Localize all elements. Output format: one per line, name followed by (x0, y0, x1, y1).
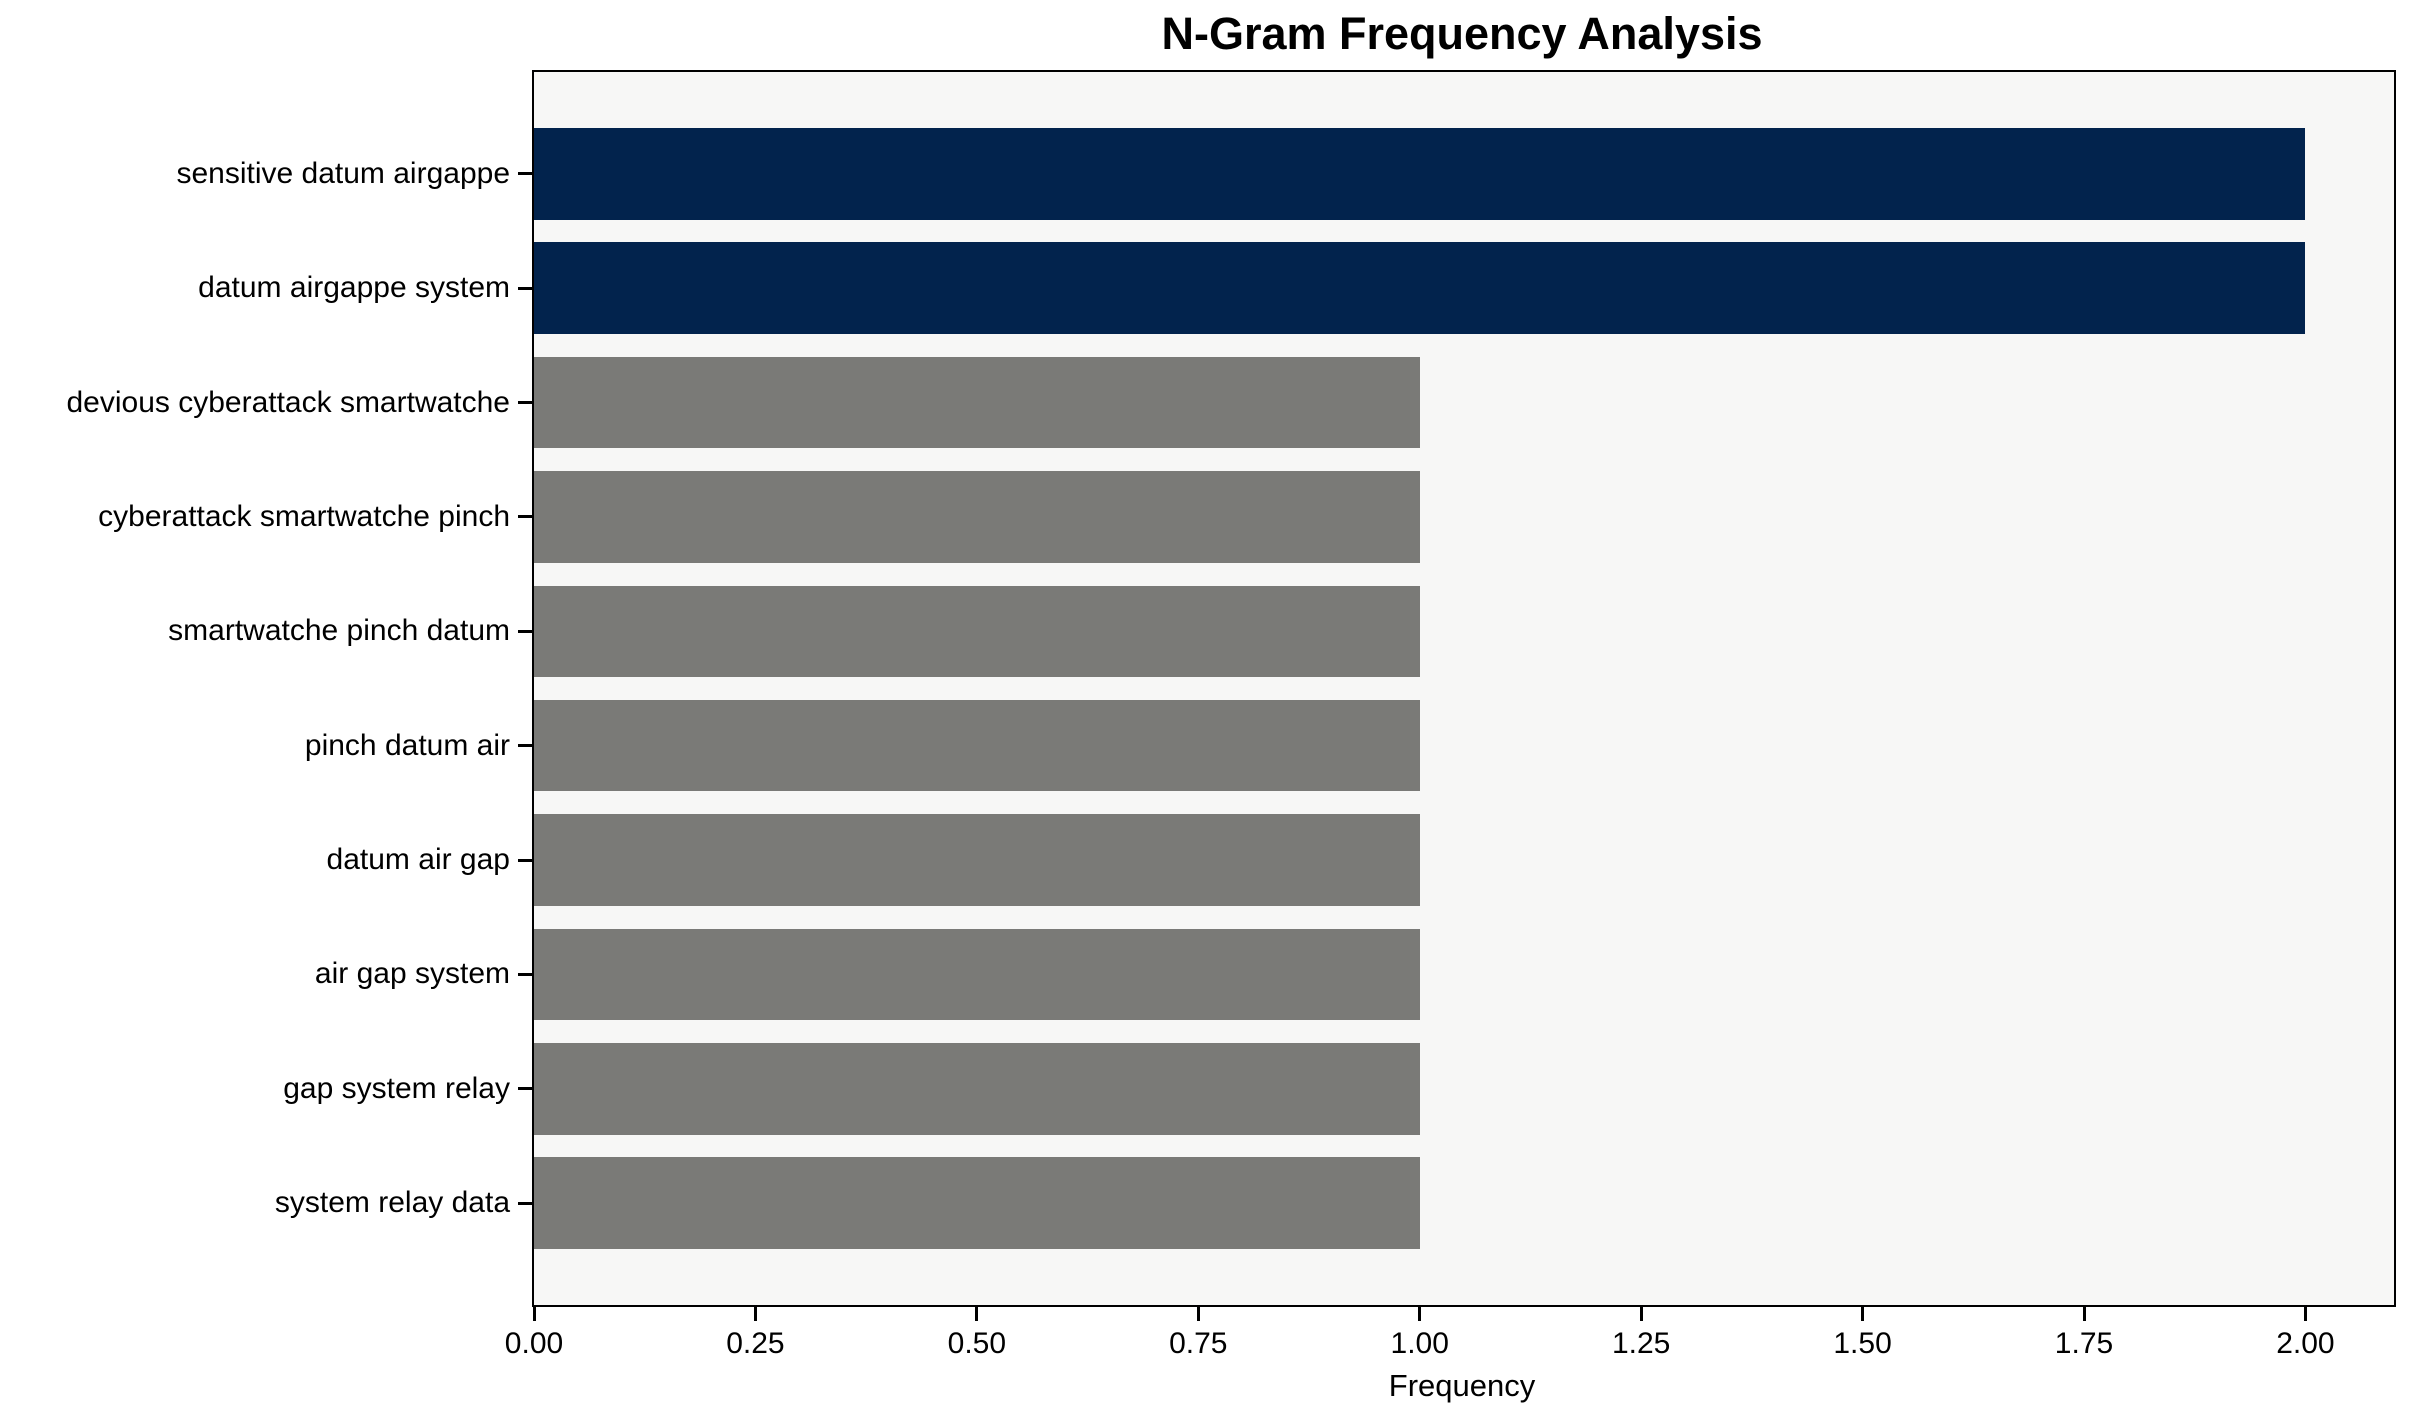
x-axis-tick-label: 1.50 (1833, 1327, 1892, 1360)
y-axis-tick (518, 401, 532, 405)
x-axis-tick (532, 1307, 536, 1321)
y-axis-tick (518, 629, 532, 633)
x-axis-tick-label: 1.25 (1611, 1327, 1671, 1360)
x-axis-tick (2082, 1307, 2086, 1321)
x-axis-tick (2303, 1307, 2307, 1321)
y-axis-tick (518, 744, 532, 748)
y-axis-label: datum airgappe system (198, 271, 510, 305)
y-axis-tick (518, 286, 532, 290)
bar (534, 1157, 1420, 1249)
x-axis-tick (1196, 1307, 1200, 1321)
y-axis-tick (518, 172, 532, 176)
x-axis-tick-label: 0.75 (1169, 1327, 1228, 1360)
y-axis-tick (518, 1201, 532, 1205)
x-axis-tick (753, 1307, 757, 1321)
bar (534, 928, 1420, 1021)
bar (534, 814, 1420, 906)
x-axis-tick (1639, 1307, 1643, 1321)
y-axis-label: datum air gap (326, 843, 510, 877)
x-axis-tick (1861, 1307, 1865, 1321)
y-axis-label: devious cyberattack smartwatche (66, 385, 510, 419)
x-axis-tick-label: 1.00 (1390, 1327, 1449, 1360)
chart-title: N-Gram Frequency Analysis (1161, 8, 1763, 59)
y-axis-tick (518, 972, 532, 976)
y-axis-tick (518, 858, 532, 862)
bar (534, 1043, 1420, 1135)
bar (534, 128, 2306, 220)
bar (534, 356, 1420, 449)
y-axis-tick (518, 1087, 532, 1091)
x-axis-tick-label: 2.00 (2276, 1327, 2335, 1360)
x-axis-tick (975, 1307, 979, 1321)
y-axis-label: sensitive datum airgappe (176, 156, 510, 190)
y-axis-label: pinch datum air (304, 728, 510, 762)
bar (534, 585, 1420, 678)
bar (534, 242, 2306, 334)
y-axis-label: cyberattack smartwatche pinch (98, 499, 510, 533)
bar (534, 699, 1420, 792)
bar (534, 471, 1420, 563)
x-axis-tick-label: 1.75 (2054, 1327, 2114, 1360)
x-axis-tick-label: 0.00 (504, 1327, 564, 1360)
x-axis-tick-label: 0.25 (726, 1327, 785, 1360)
x-axis-tick (1418, 1307, 1422, 1321)
y-axis-label: system relay data (274, 1186, 510, 1220)
y-axis-label: gap system relay (283, 1071, 510, 1105)
y-axis-tick (518, 515, 532, 519)
y-axis-label: smartwatche pinch datum (168, 614, 510, 648)
y-axis-label: air gap system (314, 957, 510, 991)
x-axis-tick-label: 0.50 (947, 1327, 1007, 1360)
x-axis-label: Frequency (1388, 1368, 1536, 1403)
plot-area: sensitive datum airgappe datum airgappe s… (66, 70, 2396, 1360)
